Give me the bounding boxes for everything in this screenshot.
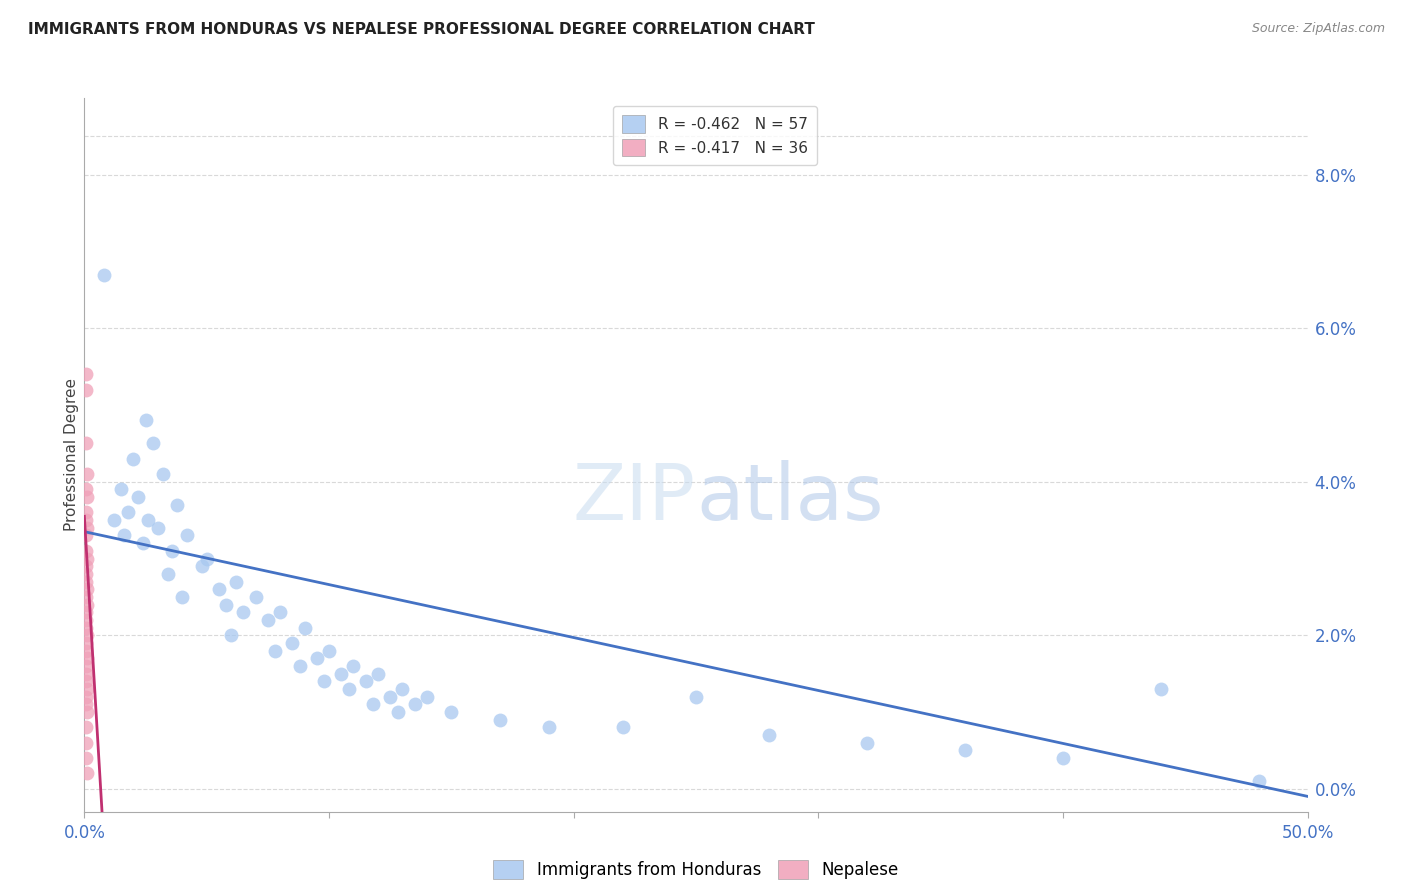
Point xyxy=(330,666,353,681)
Point xyxy=(685,690,707,704)
Point xyxy=(75,613,97,627)
Point xyxy=(75,698,97,712)
Y-axis label: Professional Degree: Professional Degree xyxy=(63,378,79,532)
Point xyxy=(122,451,145,466)
Point xyxy=(219,628,242,642)
Point xyxy=(75,643,97,657)
Point xyxy=(127,490,149,504)
Point xyxy=(538,720,561,734)
Point xyxy=(76,651,98,665)
Point xyxy=(75,666,97,681)
Point xyxy=(225,574,247,589)
Point xyxy=(136,513,159,527)
Text: atlas: atlas xyxy=(696,459,883,536)
Point xyxy=(1247,774,1270,789)
Point xyxy=(1150,681,1173,696)
Point xyxy=(75,513,97,527)
Point xyxy=(75,574,97,589)
Point xyxy=(318,643,340,657)
Point xyxy=(152,467,174,482)
Point xyxy=(281,636,304,650)
Point xyxy=(953,743,976,757)
Point xyxy=(93,268,115,282)
Point xyxy=(758,728,780,742)
Point xyxy=(162,544,184,558)
Point xyxy=(76,705,98,719)
Point xyxy=(361,698,384,712)
Point xyxy=(1052,751,1074,765)
Point xyxy=(75,636,97,650)
Point xyxy=(75,720,97,734)
Point xyxy=(75,368,97,382)
Point xyxy=(103,513,125,527)
Point xyxy=(76,582,98,597)
Point xyxy=(612,720,634,734)
Point xyxy=(75,605,97,619)
Point xyxy=(337,681,360,696)
Point xyxy=(294,621,316,635)
Point xyxy=(75,590,97,604)
Point xyxy=(75,483,97,497)
Point xyxy=(146,521,169,535)
Point xyxy=(856,736,879,750)
Point xyxy=(380,690,402,704)
Point xyxy=(135,413,157,427)
Point xyxy=(75,690,97,704)
Point xyxy=(75,544,97,558)
Point xyxy=(75,559,97,574)
Point xyxy=(132,536,155,550)
Point xyxy=(208,582,231,597)
Point xyxy=(416,690,439,704)
Point xyxy=(367,666,389,681)
Point xyxy=(387,705,409,719)
Point xyxy=(76,490,98,504)
Point xyxy=(245,590,267,604)
Legend: Immigrants from Honduras, Nepalese: Immigrants from Honduras, Nepalese xyxy=(486,853,905,886)
Point xyxy=(75,528,97,542)
Point xyxy=(76,521,98,535)
Point xyxy=(75,751,97,765)
Point xyxy=(75,566,97,581)
Point xyxy=(288,659,311,673)
Point xyxy=(305,651,328,665)
Point xyxy=(176,528,198,542)
Point xyxy=(172,590,194,604)
Point xyxy=(215,598,238,612)
Point xyxy=(195,551,218,566)
Point xyxy=(489,713,512,727)
Point xyxy=(75,674,97,689)
Point xyxy=(314,674,336,689)
Point xyxy=(75,506,97,520)
Point xyxy=(257,613,280,627)
Point xyxy=(232,605,254,619)
Text: ZIP: ZIP xyxy=(574,459,696,536)
Point xyxy=(76,766,98,780)
Point xyxy=(354,674,377,689)
Point xyxy=(440,705,463,719)
Point xyxy=(342,659,364,673)
Text: IMMIGRANTS FROM HONDURAS VS NEPALESE PROFESSIONAL DEGREE CORRELATION CHART: IMMIGRANTS FROM HONDURAS VS NEPALESE PRO… xyxy=(28,22,815,37)
Point xyxy=(75,659,97,673)
Point xyxy=(75,436,97,450)
Point xyxy=(75,736,97,750)
Point xyxy=(117,506,139,520)
Point xyxy=(166,498,188,512)
Text: Source: ZipAtlas.com: Source: ZipAtlas.com xyxy=(1251,22,1385,36)
Point xyxy=(112,528,135,542)
Point xyxy=(110,483,132,497)
Point xyxy=(75,621,97,635)
Point xyxy=(76,681,98,696)
Point xyxy=(75,383,97,397)
Point xyxy=(391,681,413,696)
Point xyxy=(76,467,98,482)
Point xyxy=(76,598,98,612)
Point xyxy=(191,559,214,574)
Point xyxy=(76,628,98,642)
Point xyxy=(142,436,165,450)
Point xyxy=(76,551,98,566)
Point xyxy=(156,566,179,581)
Point xyxy=(404,698,426,712)
Point xyxy=(264,643,287,657)
Point xyxy=(269,605,291,619)
